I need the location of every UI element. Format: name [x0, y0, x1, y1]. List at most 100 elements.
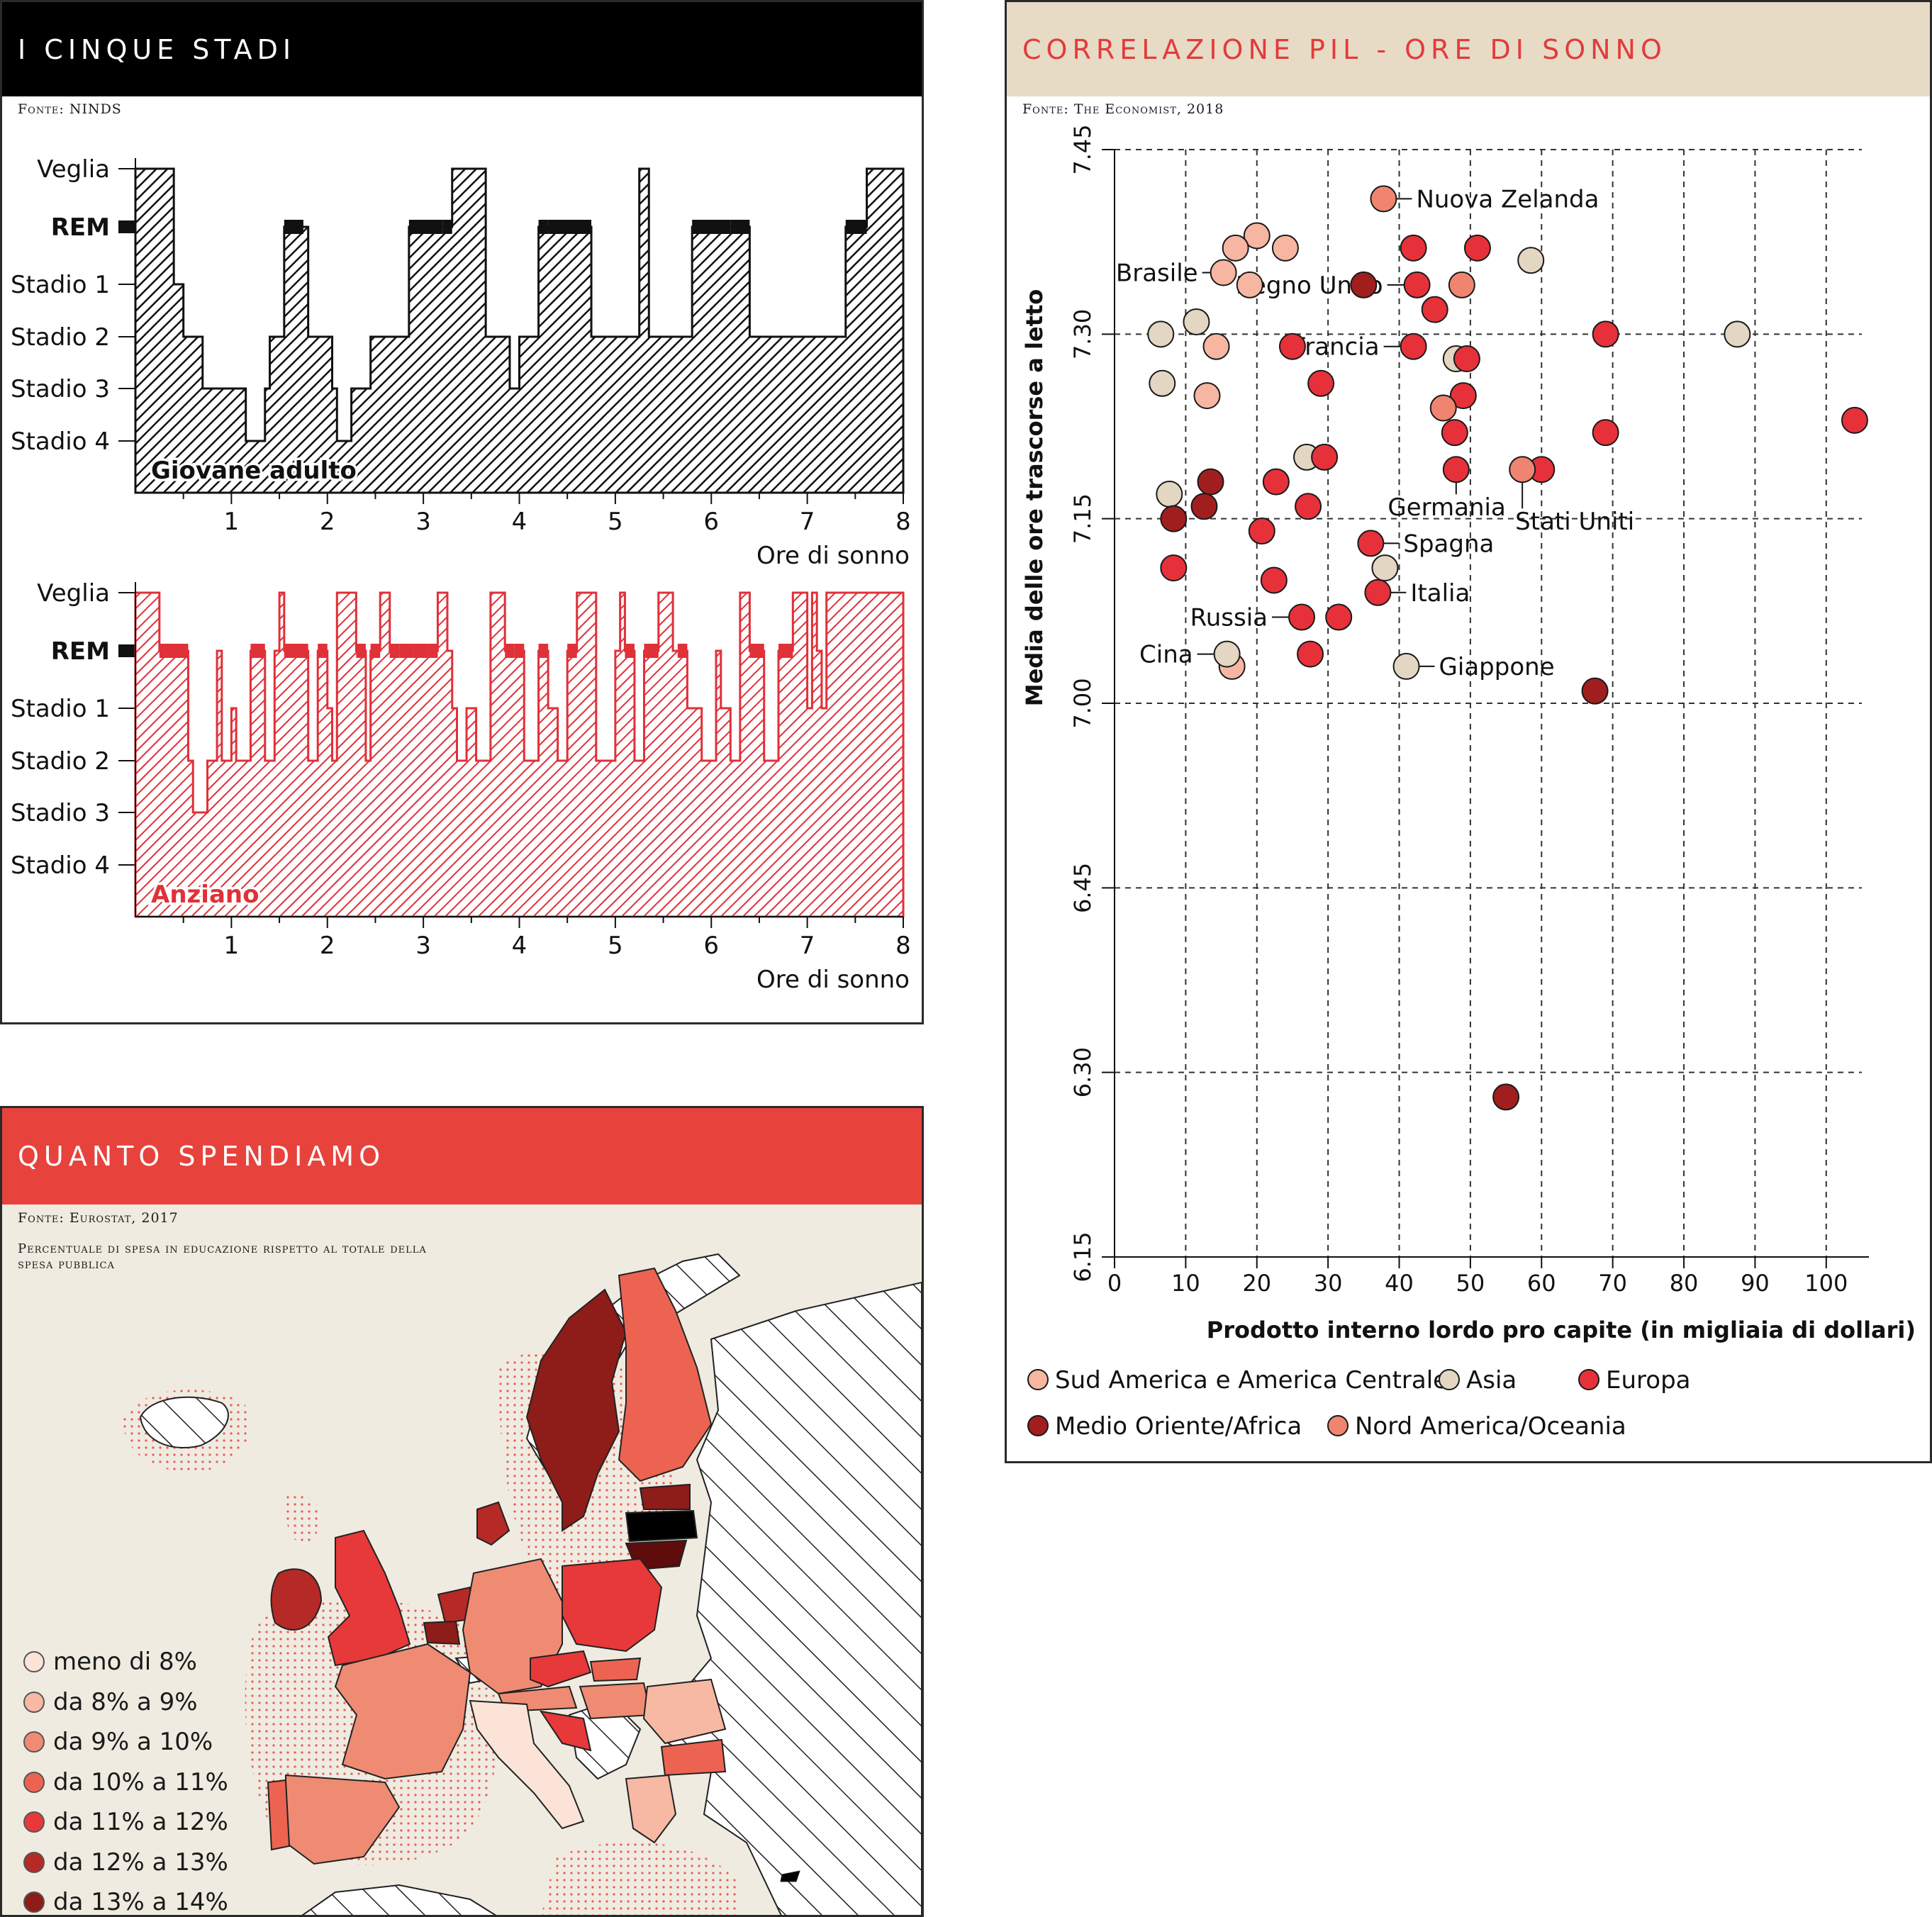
annotation-label: Spagna: [1403, 530, 1494, 558]
rem-bar: [749, 644, 764, 658]
x-tick-label: 80: [1670, 1270, 1699, 1297]
rem-marker: [118, 220, 135, 233]
rem-bar: [428, 644, 438, 658]
rem-bar: [730, 220, 749, 234]
x-tick-label: 2: [320, 932, 335, 960]
rem-bar: [692, 220, 730, 234]
stages-header: I CINQUE STADI: [2, 2, 922, 96]
annotation-label: Germania: [1387, 493, 1505, 522]
annotation-label: Cina: [1139, 641, 1193, 669]
x-tick-label: 1: [224, 508, 240, 536]
y-tick-label: 7.45: [1069, 124, 1096, 174]
rem-bar: [250, 644, 264, 658]
data-point: [1156, 481, 1182, 507]
stages-chart-0: Veglia REM Stadio 1 Stadio 2 Stadio 3 Stadio …: [11, 155, 911, 570]
legend-swatch: [23, 1651, 45, 1672]
data-point: [1308, 371, 1334, 396]
x-tick-label: 2: [320, 508, 335, 536]
gdp-ylabel: Media delle ore trascorse a letto: [1021, 289, 1048, 706]
gdp-legend: Sud America e America Centrale Asia Europa…: [1028, 1366, 1690, 1441]
data-point: [1297, 642, 1323, 667]
data-point: [1194, 383, 1219, 408]
rem-bar: [409, 220, 442, 234]
data-point: [1351, 272, 1376, 298]
data-point: [1263, 469, 1289, 495]
legend-label: Medio Oriente/Africa: [1055, 1412, 1302, 1441]
stage-label-1: REM: [51, 637, 110, 666]
x-tick-label: 10: [1171, 1270, 1200, 1297]
bulgaria: [661, 1740, 725, 1775]
stage-label-2: Stadio 1: [11, 695, 110, 723]
x-tick-label: 8: [895, 932, 911, 960]
data-point: [1422, 297, 1448, 323]
legend-swatch: [23, 1852, 45, 1873]
data-point: [1149, 371, 1175, 396]
non-eu-east: [669, 1282, 922, 1915]
rem-bar: [160, 644, 189, 658]
x-tick-label: 7: [800, 932, 815, 960]
annotation-label: Italia: [1410, 579, 1470, 608]
data-point: [1593, 321, 1619, 347]
legend-label: Europa: [1606, 1366, 1690, 1395]
greece: [626, 1775, 676, 1843]
denmark: [477, 1502, 509, 1545]
rem-bar: [581, 220, 591, 234]
data-point: [1148, 321, 1173, 347]
rem-bar: [548, 220, 581, 234]
spend-legend-item: meno di 8%: [23, 1648, 197, 1676]
stages-xlabel: Ore di sonno: [756, 542, 910, 570]
stage-label-3: Stadio 2: [11, 323, 110, 352]
data-point: [1161, 506, 1186, 532]
gdp-plot: 6.156.306.457.007.157.307.450 10 20 30 40 50 6…: [1021, 124, 1916, 1343]
stage-label-0: Veglia: [37, 155, 110, 184]
rem-bar: [625, 644, 635, 658]
data-point: [1842, 408, 1867, 433]
stages-step-0: [135, 169, 903, 493]
data-point: [1261, 567, 1287, 593]
portugal: [268, 1780, 289, 1850]
x-tick-label: 60: [1527, 1270, 1556, 1297]
spend-legend-item: da 8% a 9%: [23, 1688, 198, 1716]
x-tick-label: 5: [608, 932, 623, 960]
rem-bar: [505, 644, 515, 658]
data-point: [1724, 321, 1750, 347]
spend-title: QUANTO SPENDIAMO: [18, 1141, 385, 1172]
stages-series-label-1: Anziano: [151, 881, 259, 909]
data-point: [1582, 678, 1608, 704]
stage-label-4: Stadio 3: [11, 799, 110, 827]
stages-title: I CINQUE STADI: [18, 34, 296, 65]
legend-swatch: [23, 1772, 45, 1793]
x-tick-label: 4: [512, 932, 527, 960]
rem-bar: [371, 644, 381, 658]
rem-marker: [118, 644, 135, 657]
data-point: [1593, 420, 1619, 445]
gdp-title: CORRELAZIONE PIL - ORE DI SONNO: [1022, 34, 1667, 65]
spend-subtitle: Percentuale di spesa in educazione rispe…: [18, 1241, 457, 1273]
legend-swatch: [1028, 1416, 1048, 1436]
x-tick-label: 50: [1456, 1270, 1485, 1297]
legend-swatch: [23, 1891, 45, 1913]
stage-label-2: Stadio 1: [11, 271, 110, 299]
data-point: [1289, 605, 1314, 630]
legend-swatch: [23, 1692, 45, 1713]
x-tick-label: 6: [703, 508, 719, 536]
data-point: [1161, 555, 1186, 581]
spend-legend-item: da 11% a 12%: [23, 1808, 228, 1836]
stages-chart: Veglia REM Stadio 1 Stadio 2 Stadio 3 Stadio …: [2, 101, 922, 1023]
rem-bar: [318, 644, 328, 658]
legend-label: meno di 8%: [53, 1648, 197, 1676]
y-tick-label: 6.30: [1069, 1047, 1096, 1097]
data-point: [1198, 469, 1224, 495]
spend-header: QUANTO SPENDIAMO: [2, 1108, 922, 1205]
stages-xlabel: Ore di sonno: [756, 966, 910, 994]
stage-label-5: Stadio 4: [11, 851, 110, 880]
x-tick-label: 3: [415, 932, 431, 960]
stage-label-4: Stadio 3: [11, 375, 110, 403]
data-point: [1401, 235, 1426, 261]
slovakia: [591, 1658, 640, 1681]
gdp-xlabel: Prodotto interno lordo pro capite (in mi…: [1207, 1317, 1916, 1343]
data-point: [1405, 272, 1430, 298]
y-tick-label: 6.15: [1069, 1231, 1096, 1282]
y-tick-label: 7.30: [1069, 309, 1096, 359]
legend-label: Nord America/Oceania: [1355, 1412, 1626, 1441]
